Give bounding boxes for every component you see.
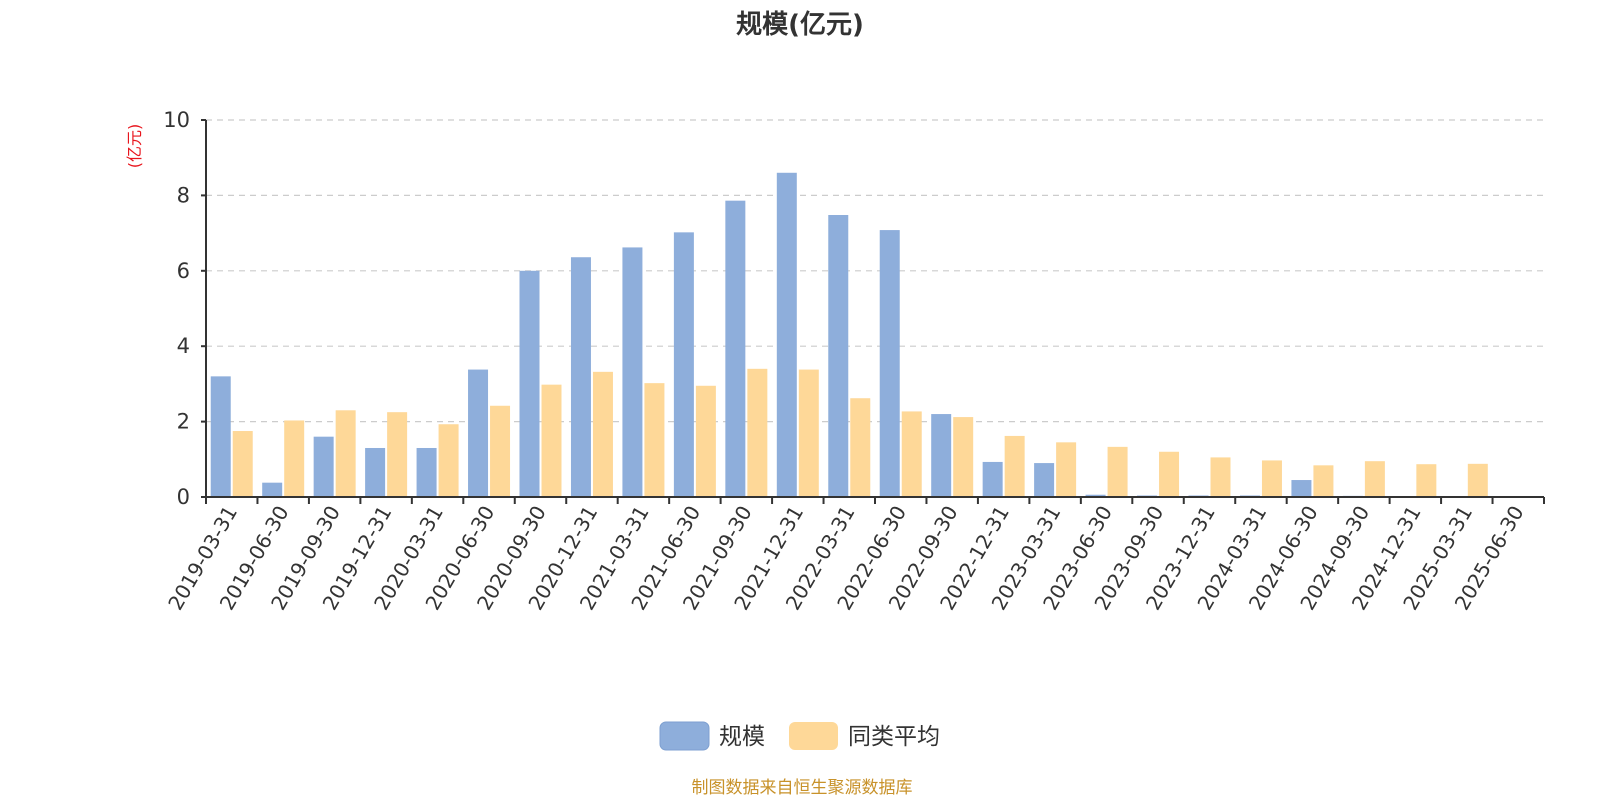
chart-title: 规模(亿元): [736, 10, 864, 40]
bar-peer-average: [1004, 435, 1025, 497]
bar-peer-average: [1467, 463, 1488, 497]
bar-peer-average: [1210, 457, 1231, 497]
bar-peer-average: [232, 431, 253, 497]
bar-scale: [776, 172, 797, 497]
bar-peer-average: [1056, 442, 1077, 497]
bar-scale: [931, 414, 952, 497]
legend-item-scale[interactable]: 规模: [659, 721, 765, 751]
bar-peer-average: [438, 424, 459, 497]
bar-scale: [673, 232, 694, 497]
bar-peer-average: [387, 412, 408, 497]
bar-peer-average: [1159, 451, 1180, 497]
bar-peer-average: [1364, 461, 1385, 497]
bar-peer-average: [695, 385, 716, 497]
bar-scale: [365, 447, 386, 497]
bar-peer-average: [850, 398, 871, 497]
bar-scale: [519, 270, 540, 497]
bar-peer-average: [592, 371, 613, 497]
bar-scale: [725, 200, 746, 498]
y-tick-label: 2: [177, 410, 190, 434]
bar-scale: [1291, 480, 1312, 497]
bar-scale: [1034, 463, 1055, 497]
grid-lines: [206, 119, 1544, 423]
legend-label-scale: 规模: [719, 724, 765, 750]
legend[interactable]: 规模 同类平均: [659, 721, 940, 751]
y-tick-label: 4: [177, 334, 190, 358]
bar-scale: [828, 215, 849, 497]
bar-peer-average: [953, 417, 974, 497]
bars: [210, 172, 1518, 498]
bar-peer-average: [490, 405, 511, 497]
bar-scale: [313, 436, 334, 497]
bar-scale: [570, 257, 591, 497]
y-tick-labels: 0 2 4 6 8 10: [163, 108, 190, 509]
axes: [201, 119, 1545, 504]
bar-peer-average: [284, 420, 305, 497]
x-tick-labels: 2019-03-312019-06-302019-09-302019-12-31…: [163, 501, 1528, 614]
bar-peer-average: [901, 411, 922, 497]
bar-peer-average: [1107, 446, 1128, 497]
bar-scale: [982, 461, 1003, 497]
y-tick-label: 10: [163, 108, 190, 132]
bar-peer-average: [1416, 464, 1437, 497]
legend-swatch-scale: [659, 721, 710, 751]
bar-peer-average: [541, 384, 562, 497]
bar-peer-average: [335, 410, 356, 497]
y-tick-label: 6: [177, 259, 190, 283]
legend-label-peer-average: 同类平均: [848, 724, 940, 750]
y-axis-unit: (亿元): [125, 124, 144, 169]
bar-scale: [210, 376, 231, 497]
source-note: 制图数据来自恒生聚源数据库: [692, 778, 913, 798]
bar-scale: [468, 369, 489, 497]
bar-scale: [879, 230, 900, 498]
y-tick-label: 8: [177, 183, 190, 207]
bar-peer-average: [1261, 460, 1282, 497]
bar-scale: [416, 447, 437, 497]
bar-scale: [262, 482, 283, 497]
bar-scale: [622, 247, 643, 497]
bar-scale: [1085, 494, 1106, 497]
y-tick-label: 0: [177, 485, 190, 509]
bar-peer-average: [747, 368, 768, 497]
bar-peer-average: [1313, 465, 1334, 497]
legend-item-peer-average[interactable]: 同类平均: [789, 722, 940, 750]
bar-peer-average: [644, 383, 665, 497]
bar-peer-average: [798, 369, 819, 497]
legend-swatch-peer-average: [789, 722, 838, 750]
